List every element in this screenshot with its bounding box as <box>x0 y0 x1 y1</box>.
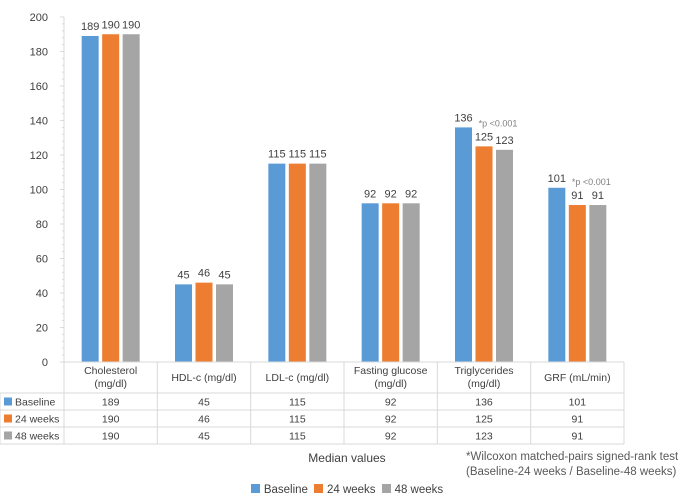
legend-swatch <box>381 484 391 493</box>
table-cell: 123 <box>475 431 493 443</box>
bar-24-weeks <box>568 205 586 362</box>
y-tick-label: 140 <box>30 116 48 128</box>
legend-item: 48 weeks <box>381 484 444 496</box>
bar-48-weeks <box>589 205 607 362</box>
y-tick-label: 60 <box>36 254 48 266</box>
bar-baseline <box>548 187 566 362</box>
data-label: 45 <box>177 269 189 281</box>
table-cell: 190 <box>102 431 120 443</box>
bar-48-weeks <box>122 34 140 362</box>
bar-48-weeks <box>496 149 513 362</box>
data-label: 115 <box>309 149 327 161</box>
data-label: 136 <box>454 112 472 124</box>
category-label: (mg/dl) <box>374 378 407 390</box>
category-label: Cholesterol <box>84 365 137 377</box>
x-axis-label: Median values <box>308 451 386 465</box>
y-tick-label: 40 <box>36 288 48 300</box>
bar-baseline <box>175 284 192 362</box>
data-label: 92 <box>385 188 397 200</box>
table-cell: 91 <box>571 431 583 443</box>
data-label: 92 <box>364 188 376 200</box>
table-cell: 45 <box>198 397 210 409</box>
data-label: 189 <box>81 21 99 33</box>
bar-24-weeks <box>102 34 120 362</box>
data-label: 45 <box>218 269 230 281</box>
bar-48-weeks <box>216 284 233 362</box>
y-tick-label: 120 <box>30 150 48 162</box>
y-tick-label: 200 <box>30 12 48 24</box>
data-label: 101 <box>548 173 566 185</box>
category-label: (mg/dl) <box>468 378 501 390</box>
data-label: 91 <box>571 190 583 202</box>
data-label: 190 <box>122 19 140 31</box>
bar-48-weeks <box>309 163 327 362</box>
table-legend-key <box>4 431 12 440</box>
data-label: 123 <box>495 135 513 147</box>
bar-24-weeks <box>382 203 400 362</box>
table-cell: 92 <box>385 397 397 409</box>
legend-item: Baseline <box>250 484 308 496</box>
table-cell: 136 <box>475 397 493 409</box>
table-row-header: 24 weeks <box>15 414 59 426</box>
table-legend-key <box>4 397 12 406</box>
table-cell: 115 <box>289 414 306 426</box>
y-tick-label: 100 <box>30 185 48 197</box>
legend-label: 48 weeks <box>394 484 444 496</box>
significance-annotation: *p <0.001 <box>479 118 518 128</box>
bar-24-weeks <box>475 146 493 362</box>
legend-label: 24 weeks <box>326 484 376 496</box>
table-cell: 101 <box>569 397 587 409</box>
category-label: Triglycerides <box>454 365 513 377</box>
legend-swatch <box>313 484 323 493</box>
data-label: 91 <box>592 190 604 202</box>
category-label: LDL-c (mg/dl) <box>266 372 330 384</box>
bar-24-weeks <box>288 163 306 362</box>
table-cell: 115 <box>289 397 306 409</box>
table-cell: 92 <box>385 414 397 426</box>
table-cell: 91 <box>571 414 583 426</box>
legend-swatch <box>250 484 260 493</box>
table-cell: 189 <box>102 397 120 409</box>
y-tick-label: 180 <box>30 47 48 59</box>
significance-annotation: *p <0.001 <box>572 177 611 187</box>
bar-baseline <box>81 35 99 362</box>
legend: Baseline 24 weeks 48 weeks <box>0 484 694 496</box>
bar-baseline <box>268 163 286 362</box>
category-label: HDL-c (mg/dl) <box>171 372 236 384</box>
bar-baseline <box>455 127 472 363</box>
footnote: *Wilcoxon matched-pairs signed-rank test… <box>466 451 679 478</box>
legend-item: 24 weeks <box>313 484 376 496</box>
y-tick-label: 80 <box>36 219 48 231</box>
table-row-header: 48 weeks <box>15 431 59 443</box>
table-row-header: Baseline <box>15 397 55 409</box>
data-label: 46 <box>198 268 210 280</box>
table-cell: 115 <box>289 431 306 443</box>
data-label: 92 <box>405 188 417 200</box>
data-label: 125 <box>475 131 493 143</box>
category-label: Fasting glucose <box>354 365 428 377</box>
bar-baseline <box>361 203 379 362</box>
y-tick-label: 160 <box>30 81 48 93</box>
bar-48-weeks <box>402 203 420 362</box>
y-tick-label: 0 <box>42 357 48 369</box>
category-label: (mg/dl) <box>94 378 127 390</box>
data-label: 115 <box>289 149 307 161</box>
legend-label: Baseline <box>263 484 308 496</box>
bar-24-weeks <box>195 282 213 362</box>
data-label: 190 <box>101 19 119 31</box>
data-label: 115 <box>268 149 286 161</box>
y-tick-label: 20 <box>36 323 48 335</box>
table-cell: 45 <box>198 431 210 443</box>
category-label: GRF (mL/min) <box>544 372 611 384</box>
table-cell: 46 <box>198 414 210 426</box>
table-cell: 92 <box>385 431 397 443</box>
table-legend-key <box>4 414 12 423</box>
table-cell: 190 <box>102 414 120 426</box>
table-cell: 125 <box>475 414 493 426</box>
